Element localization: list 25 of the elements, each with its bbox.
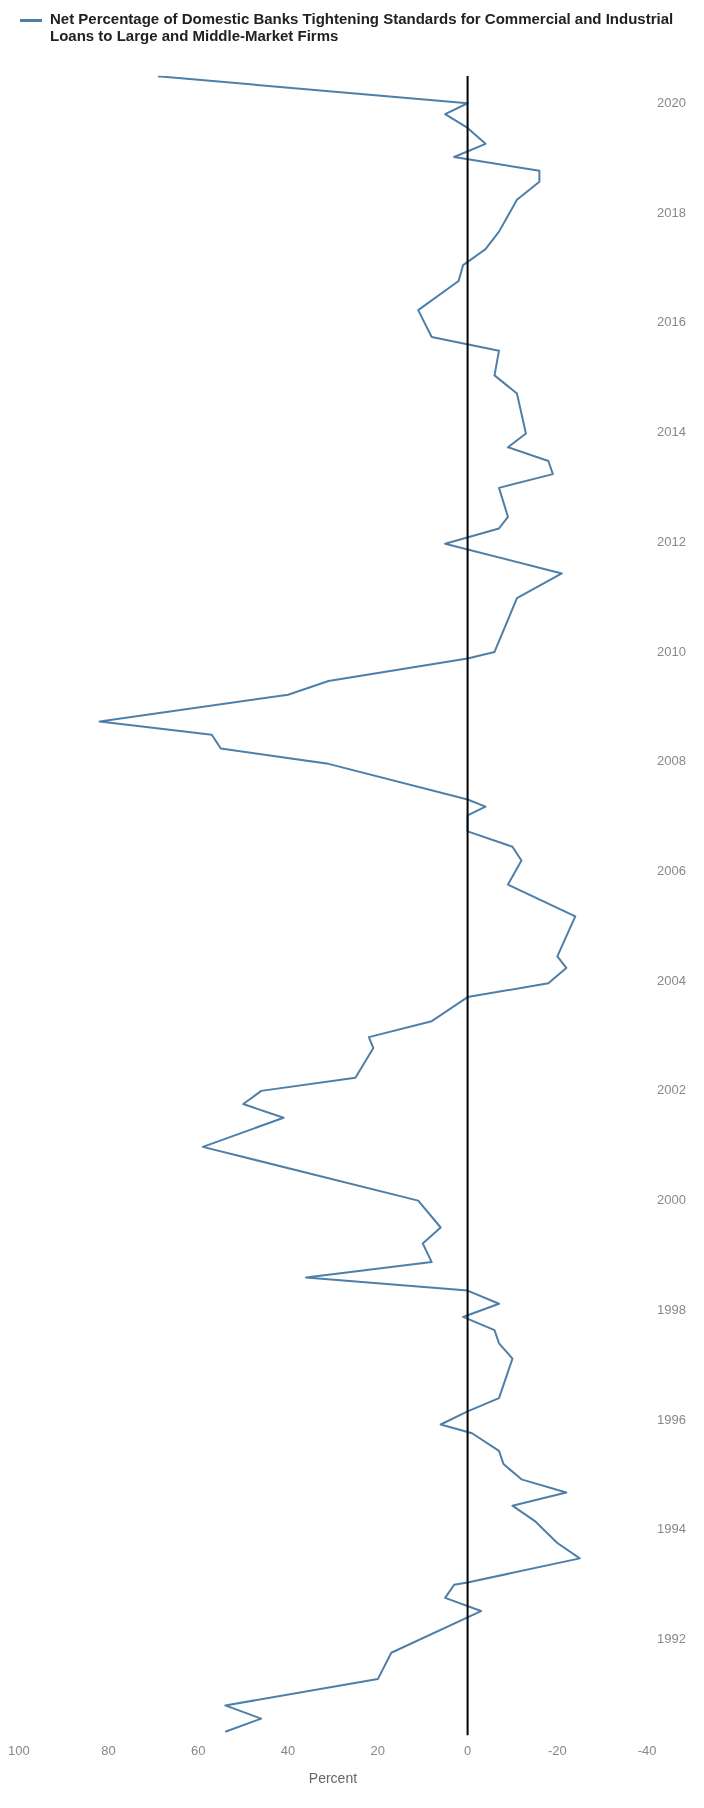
y-tick-label: 2012 (657, 533, 686, 549)
x-tick-label: 60 (191, 1742, 206, 1758)
x-tick-label: -20 (547, 1742, 567, 1758)
x-tick-label: 40 (280, 1742, 296, 1758)
y-tick-label: 1998 (657, 1301, 686, 1317)
y-tick-label: 2004 (657, 972, 686, 988)
y-tick-label: 2018 (657, 204, 686, 220)
legend-label: Net Percentage of Domestic Banks Tightening Standards for Commercial and Industrial Loans to Large and Middle-Market Firms (50, 10, 675, 44)
y-tick-label: 2020 (657, 94, 686, 110)
y-tick-label: 2014 (657, 424, 686, 440)
x-tick-label: 0 (463, 1742, 472, 1758)
x-tick-label: -40 (637, 1742, 657, 1758)
y-tick-label: 1994 (657, 1521, 686, 1537)
y-tick-label: 2000 (657, 1192, 686, 1208)
y-tick-label: 2016 (657, 314, 686, 330)
y-tick-label: 2006 (657, 862, 686, 878)
y-tick-label: 1996 (657, 1411, 686, 1427)
x-tick-label: 100 (7, 1742, 30, 1758)
x-tick-label: 80 (101, 1742, 116, 1758)
y-tick-label: 2002 (657, 1082, 686, 1098)
y-tick-label: 2010 (657, 643, 686, 659)
y-tick-label: 2008 (657, 753, 686, 769)
x-axis-title: Percent (308, 1770, 358, 1787)
x-tick-label: 20 (370, 1742, 386, 1758)
y-tick-label: 1992 (657, 1631, 686, 1647)
